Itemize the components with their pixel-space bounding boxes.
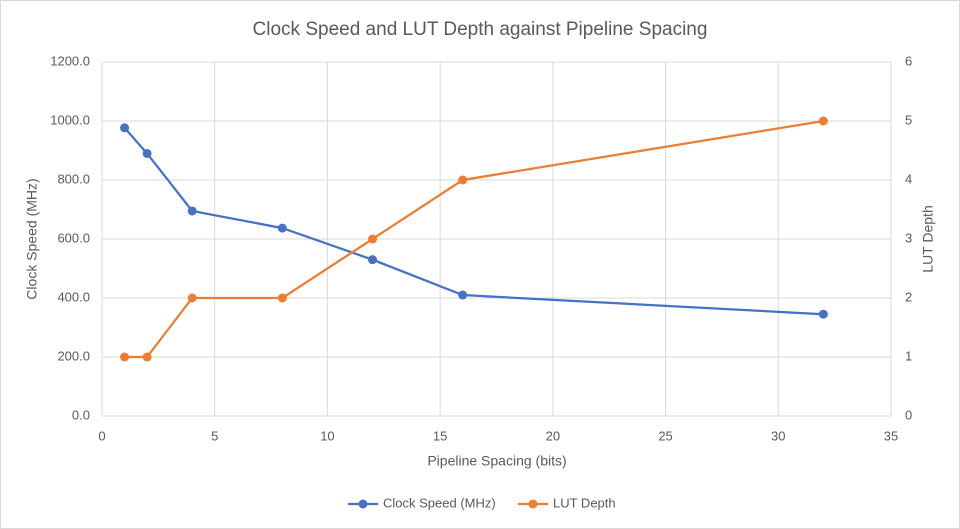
legend-marker: [528, 499, 538, 509]
data-point: [368, 255, 378, 265]
x-axis-title: Pipeline Spacing (bits): [427, 453, 566, 469]
y2-tick-label: 1: [905, 348, 912, 363]
y-tick-label: 1200.0: [50, 53, 90, 68]
x-tick-label: 5: [211, 428, 218, 443]
x-tick-label: 0: [98, 428, 105, 443]
y-tick-label: 600.0: [57, 230, 90, 245]
x-tick-label: 30: [771, 428, 785, 443]
x-tick-label: 20: [546, 428, 560, 443]
data-point: [187, 206, 197, 216]
data-point: [277, 223, 287, 233]
x-tick-label: 10: [320, 428, 334, 443]
x-tick-label: 25: [658, 428, 672, 443]
y-tick-label: 1000.0: [50, 112, 90, 127]
data-point: [142, 148, 152, 158]
x-tick-label: 15: [433, 428, 447, 443]
y2-tick-label: 4: [905, 171, 912, 186]
data-point: [818, 116, 828, 126]
y2-tick-label: 2: [905, 289, 912, 304]
data-point: [368, 234, 378, 244]
legend-label: Clock Speed (MHz): [383, 495, 496, 510]
data-point: [187, 293, 197, 303]
y2-tick-label: 6: [905, 53, 912, 68]
y2-tick-label: 0: [905, 407, 912, 422]
data-point: [458, 290, 468, 300]
legend-marker: [358, 499, 368, 509]
data-point: [142, 352, 152, 362]
y2-tick-label: 5: [905, 112, 912, 127]
data-point: [120, 352, 130, 362]
y-tick-label: 400.0: [57, 289, 90, 304]
y2-tick-label: 3: [905, 230, 912, 245]
chart-title: Clock Speed and LUT Depth against Pipeli…: [253, 19, 708, 40]
y-axis-title: Clock Speed (MHz): [24, 178, 40, 299]
data-point: [277, 293, 287, 303]
data-point: [120, 123, 130, 133]
y-tick-label: 0.0: [72, 407, 90, 422]
y-tick-label: 200.0: [57, 348, 90, 363]
x-tick-label: 35: [884, 428, 898, 443]
data-point: [458, 175, 468, 185]
data-point: [818, 309, 828, 319]
legend-label: LUT Depth: [553, 495, 616, 510]
y-tick-label: 800.0: [57, 171, 90, 186]
y2-axis-title: LUT Depth: [920, 205, 936, 272]
